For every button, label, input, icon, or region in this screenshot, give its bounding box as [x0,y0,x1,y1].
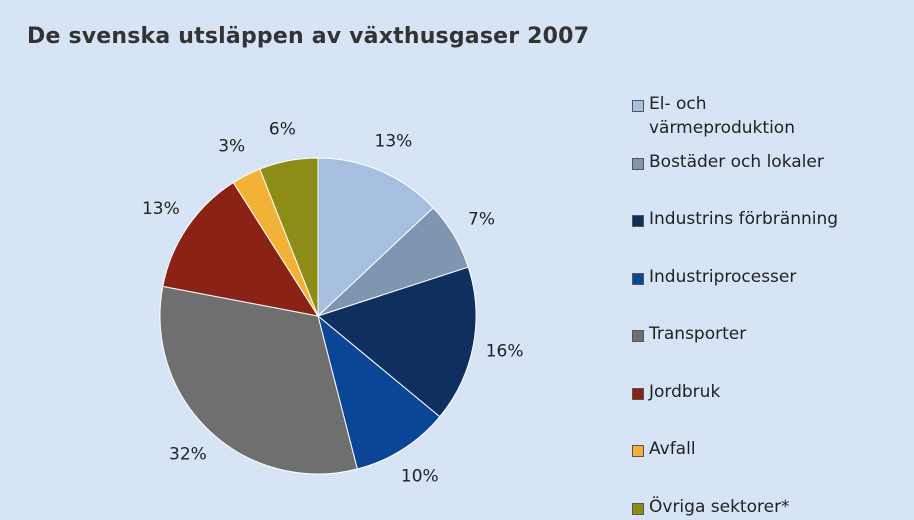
legend-item: Industriprocesser [632,266,909,289]
legend-label: Jordbruk [649,381,721,402]
pie-slice [162,181,320,317]
legend-swatch [632,330,644,342]
pie-slice [259,157,319,317]
pie-slice [317,157,434,318]
data-label: 16% [486,342,524,362]
legend-item: Jordbruk [632,381,909,404]
legend-swatch [632,215,644,227]
data-label: 13% [375,132,413,152]
legend-label: Bostäder och lokaler [649,151,824,172]
legend-swatch [632,100,644,112]
legend-item: Bostäder och lokaler [632,151,909,174]
legend-item: El- och värmeproduktion [632,94,849,140]
data-label: 6% [269,119,296,139]
legend-label: Industrins förbränning [649,209,839,229]
legend-label: Övriga sektorer* [649,496,790,517]
data-label: 3% [218,137,245,157]
pie-slice [159,285,358,475]
legend-swatch [632,445,644,457]
pie-slice [317,314,441,470]
legend-item: Transporter [632,324,909,346]
data-label: 7% [468,209,495,229]
legend-label: El- och värmeproduktion [649,94,795,138]
legend-label: Avfall [649,439,696,459]
legend-label: Transporter [649,324,747,344]
legend-item: Avfall [632,439,909,461]
legend-swatch [632,387,644,400]
legend-swatch [632,502,644,515]
chart-title: De svenska utsläppen av växthusgaser 200… [27,24,590,49]
data-label: 32% [169,445,207,465]
legend-label: Industriprocesser [649,266,797,287]
legend-swatch [632,157,644,170]
legend-item: Industrins förbränning [632,209,909,231]
legend-item: Övriga sektorer* [632,496,909,519]
pie-slice [316,266,477,418]
data-label: 10% [401,466,439,486]
data-label: 13% [142,199,180,219]
legend-swatch [632,272,644,285]
